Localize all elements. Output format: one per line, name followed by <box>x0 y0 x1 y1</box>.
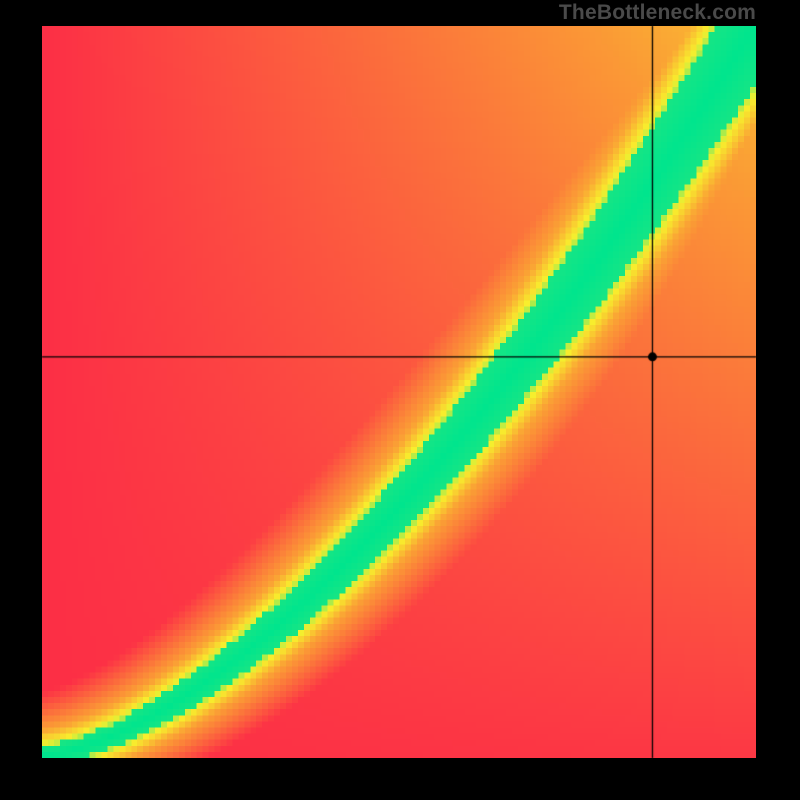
watermark-text: TheBottleneck.com <box>559 1 756 25</box>
chart-container: TheBottleneck.com <box>0 0 800 800</box>
crosshair-overlay <box>0 0 800 800</box>
